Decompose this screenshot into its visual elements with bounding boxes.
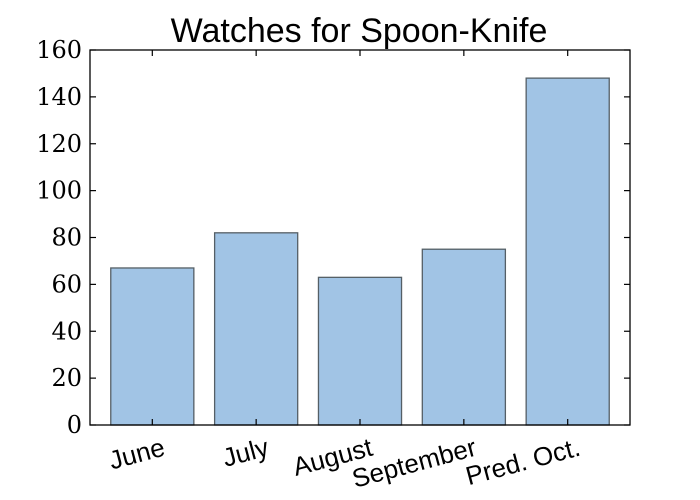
bar-august <box>317 276 403 426</box>
x-tick-label: June <box>106 432 168 476</box>
y-tick-label: 20 <box>51 364 82 392</box>
y-tick-label: 120 <box>36 130 82 158</box>
bar-june <box>110 267 195 426</box>
bar-pred-oct <box>525 77 610 426</box>
plot-frame <box>89 49 631 426</box>
y-axis: 0 20 40 60 80 100 120 140 160 <box>36 36 630 439</box>
bars-group <box>110 77 610 426</box>
y-tick-label: 60 <box>51 270 82 298</box>
x-tick-label: Pred. Oct. <box>462 432 583 491</box>
bar-july <box>213 232 299 426</box>
y-tick-label: 160 <box>36 36 82 64</box>
y-tick-label: 100 <box>36 177 82 205</box>
y-tick-label: 40 <box>51 317 82 345</box>
y-tick-label: 140 <box>36 83 82 111</box>
bar-september <box>421 248 507 426</box>
y-tick-label: 0 <box>67 411 82 439</box>
x-tick-label: July <box>219 432 271 473</box>
y-tick-label: 80 <box>51 224 82 252</box>
chart-title: Watches for Spoon-Knife <box>171 12 548 50</box>
